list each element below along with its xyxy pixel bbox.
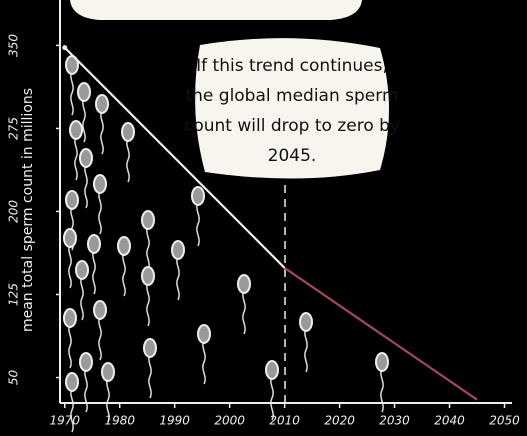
annotation-line: count will drop to zero by [184, 116, 400, 136]
annotation-line: If this trend continues, [196, 56, 388, 76]
x-tick-label: 1970 [49, 414, 80, 428]
x-tick-label: 2000 [214, 414, 245, 428]
x-tick-label: 2010 [269, 414, 300, 428]
x-tick-label: 2020 [324, 414, 355, 428]
x-tick-label: 2040 [434, 414, 465, 428]
y-tick-label: 50 [7, 370, 21, 386]
top-bubble [70, 0, 362, 20]
annotation-line: the global median sperm [185, 86, 398, 106]
annotation-line: 2045. [268, 146, 317, 166]
y-tick-label: 125 [7, 283, 21, 306]
x-tick-label: 1990 [159, 414, 190, 428]
y-tick-label: 200 [7, 200, 21, 223]
y-tick-label: 350 [7, 34, 21, 57]
x-tick-label: 1980 [104, 414, 135, 428]
trend-line [284, 267, 478, 401]
y-axis-label: mean total sperm count in millions [20, 88, 36, 332]
x-tick-label: 2050 [489, 414, 520, 428]
x-tick-label: 2030 [379, 414, 410, 428]
annotation-bubble [195, 38, 389, 179]
trend-line [63, 46, 286, 269]
y-tick-label: 275 [7, 117, 21, 140]
start-dot [62, 45, 68, 51]
